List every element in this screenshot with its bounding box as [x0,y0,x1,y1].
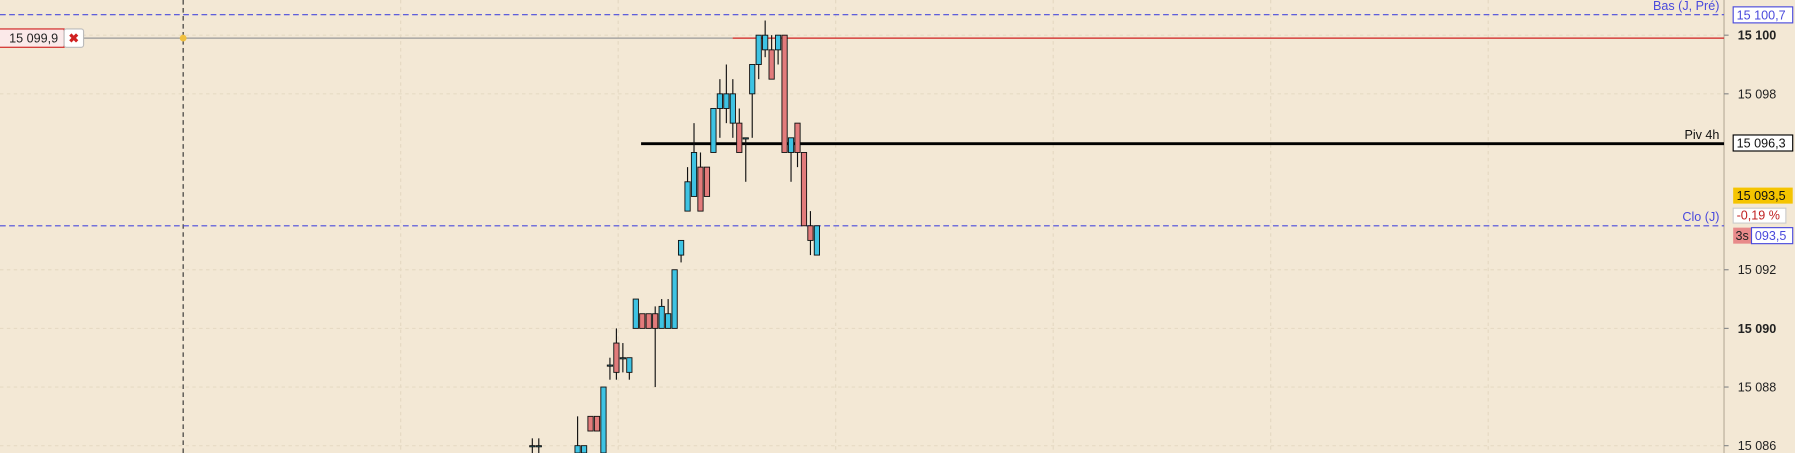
candle-body [613,342,620,373]
level-label-box [1750,227,1794,245]
candle-body [606,364,614,367]
candle-body [580,445,588,453]
candle-body [632,298,639,329]
level-label: 093,5 [1755,229,1786,243]
candle-body [781,34,788,153]
candle-body [658,305,665,329]
candle-body [529,445,536,448]
candle-body [794,122,801,153]
level-label: 15 096,3 [1737,136,1786,150]
countdown: 3s [1735,229,1748,243]
price-axis-panel [1724,0,1795,453]
level-name: Clo (J) [1682,210,1719,224]
y-tick-label: 15 086 [1738,439,1776,453]
last-price-label: 15 093,5 [1737,189,1786,203]
candle-body [775,34,782,51]
candle-body [626,357,633,373]
candle-body [729,93,736,124]
candle-body [762,34,769,51]
y-tick-label: 15 088 [1738,381,1776,395]
candle-body [710,108,717,153]
candle-body [690,152,698,197]
candle-body [574,445,581,453]
level-label-box [1732,134,1794,152]
candle-body [749,64,756,95]
candle-body [800,152,808,227]
order-cancel-icon: ✖ [69,32,80,46]
y-tick-label: 15 100 [1738,29,1776,43]
y-tick-label: 15 098 [1738,87,1776,101]
order-cancel-button [63,28,85,48]
candle-body [677,239,685,256]
candle-body [665,313,672,329]
vertical-grid [400,0,1489,453]
candle-body [619,357,626,360]
candle-body [639,313,646,329]
y-tick-label: 15 090 [1738,322,1776,336]
last-price-box [1733,187,1793,204]
order-anchor [179,34,187,42]
candle-body [736,122,743,153]
countdown-box [1733,227,1752,244]
candle-body [697,166,704,212]
candle-body [755,34,762,65]
level-label-box [1732,6,1794,24]
candle-body [600,386,607,453]
candle-body [593,415,601,432]
candle-body [768,49,775,80]
y-tick-label: 15 092 [1738,263,1776,277]
candle-body [787,137,795,153]
level-label: 15 100,7 [1737,8,1786,22]
change-label: -0,19 % [1737,209,1780,223]
candle-body [535,445,542,448]
candle-body [742,137,749,140]
candle-body [671,269,678,329]
candle-body [587,415,594,432]
level-name: Piv 4h [1684,128,1719,142]
level-name: Bas (J, Pré) [1653,0,1719,13]
candle-body [813,225,820,256]
candle-body [723,93,730,109]
candle-body [716,93,723,109]
candle-body [684,181,691,212]
order-label: 15 099,9 [9,32,58,46]
candle-body [703,166,711,197]
change-box [1732,207,1787,224]
candle-body [807,225,814,241]
candle-body [645,313,652,329]
candle-body [652,313,659,329]
